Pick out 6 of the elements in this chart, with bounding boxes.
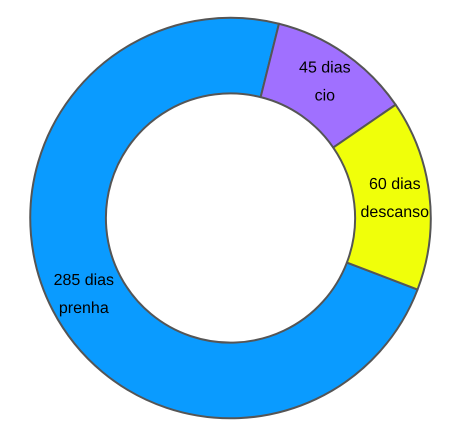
data-label: 285 dias	[54, 272, 114, 290]
slice-label: prenha	[58, 300, 109, 318]
data-label: 45 dias	[299, 60, 351, 77]
slice-label: cio	[314, 88, 336, 105]
data-label: 60 dias	[368, 176, 421, 194]
slice-label: descanso	[360, 204, 430, 222]
